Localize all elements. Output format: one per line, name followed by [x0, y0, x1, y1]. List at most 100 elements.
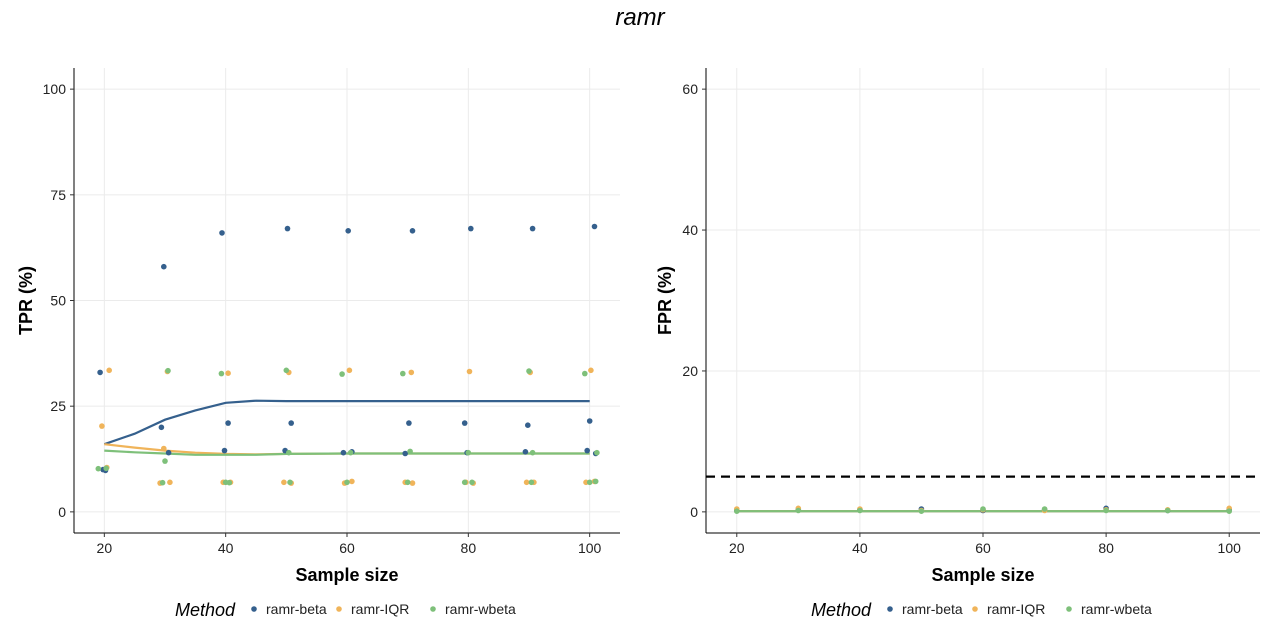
- y-tick-label: 40: [682, 222, 698, 238]
- x-tick-label: 40: [852, 540, 868, 556]
- y-tick-label: 60: [682, 81, 698, 97]
- data-point-ramr-beta: [525, 422, 531, 429]
- data-point-ramr-wbeta: [404, 479, 411, 486]
- data-point-ramr-IQR: [99, 423, 105, 429]
- x-tick-label: 20: [97, 540, 113, 556]
- data-point-ramr-wbeta: [594, 449, 600, 456]
- legend-label: ramr-wbeta: [1081, 601, 1152, 617]
- y-tick-label: 0: [58, 504, 66, 520]
- data-point-ramr-beta: [345, 228, 352, 234]
- data-point-ramr-wbeta: [400, 370, 406, 377]
- trend-line-ramr-beta: [103, 399, 590, 446]
- data-point-ramr-beta: [288, 420, 295, 426]
- data-point-ramr-wbeta: [857, 507, 863, 514]
- data-point-ramr-wbeta: [795, 507, 802, 514]
- data-point-ramr-beta: [340, 449, 347, 456]
- legend-label: ramr-IQR: [351, 601, 409, 617]
- data-point-ramr-wbeta: [469, 479, 475, 486]
- x-tick-label: 100: [578, 540, 602, 556]
- y-tick-label: 0: [690, 504, 698, 520]
- data-point-ramr-IQR: [225, 370, 231, 377]
- data-point-ramr-wbeta: [526, 368, 532, 374]
- data-point-ramr-beta: [522, 449, 529, 455]
- data-point-ramr-wbeta: [165, 367, 171, 374]
- data-point-ramr-beta: [97, 369, 103, 376]
- data-point-ramr-wbeta: [344, 479, 350, 486]
- data-point-ramr-beta: [591, 223, 598, 230]
- data-point-ramr-wbeta: [1103, 507, 1109, 514]
- data-point-ramr-beta: [284, 225, 291, 232]
- data-point-ramr-IQR: [161, 445, 167, 452]
- data-point-ramr-wbeta: [103, 465, 109, 472]
- data-point-ramr-beta: [409, 228, 416, 234]
- data-point-ramr-wbeta: [287, 479, 293, 486]
- data-point-ramr-beta: [406, 420, 412, 426]
- y-tick-label: 20: [682, 363, 698, 379]
- data-point-ramr-wbeta: [734, 508, 740, 514]
- data-point-ramr-beta: [221, 447, 228, 454]
- data-point-ramr-wbeta: [1164, 507, 1171, 514]
- data-point-ramr-wbeta: [592, 478, 599, 485]
- y-axis-title: TPR (%): [16, 266, 36, 335]
- chart-panel-2: 20 40 60 80 100 0 20 40 60 Sample size FPR (%): [655, 68, 1260, 585]
- y-tick-label: 75: [50, 187, 66, 203]
- legend-2: Method ramr-beta ramr-IQR ramr-wbeta: [811, 600, 1152, 620]
- data-point-ramr-IQR: [106, 367, 112, 374]
- legends: Method ramr-beta ramr-IQR ramr-wbeta Method r…: [175, 600, 1152, 620]
- legend-key-ramr-beta: [251, 606, 257, 612]
- data-point-ramr-beta: [584, 447, 590, 454]
- x-tick-label: 80: [1098, 540, 1114, 556]
- data-point-ramr-wbeta: [980, 506, 986, 512]
- legend-key-ramr-wbeta: [1066, 606, 1072, 612]
- data-point-ramr-wbeta: [465, 449, 472, 456]
- data-point-ramr-wbeta: [529, 449, 536, 456]
- data-point-ramr-wbeta: [286, 449, 292, 456]
- y-tick-label: 100: [43, 81, 67, 97]
- y-tick-label: 25: [50, 398, 66, 414]
- data-point-ramr-beta: [165, 449, 172, 456]
- y-axis-title: FPR (%): [655, 266, 675, 335]
- legend-label: ramr-beta: [902, 601, 963, 617]
- data-point-ramr-IQR: [349, 478, 355, 485]
- data-point-ramr-wbeta: [218, 370, 225, 377]
- data-point-ramr-wbeta: [95, 465, 102, 472]
- x-tick-label: 60: [339, 540, 355, 556]
- trend-line-ramr-wbeta: [104, 449, 590, 456]
- x-tick-label: 40: [218, 540, 234, 556]
- data-point-ramr-wbeta: [283, 367, 290, 374]
- data-point-ramr-wbeta: [407, 448, 413, 455]
- data-point-ramr-IQR: [409, 480, 416, 486]
- data-point-ramr-IQR: [167, 479, 173, 486]
- legend-key-ramr-beta: [887, 606, 893, 612]
- data-point-ramr-beta: [161, 263, 167, 270]
- data-point-ramr-beta: [468, 225, 474, 232]
- data-point-ramr-wbeta: [347, 449, 354, 456]
- data-point-ramr-IQR: [408, 369, 415, 376]
- x-axis-title: Sample size: [295, 565, 398, 585]
- data-point-ramr-wbeta: [528, 479, 535, 486]
- legend-1: Method ramr-beta ramr-IQR ramr-wbeta: [175, 600, 516, 620]
- data-point-ramr-IQR: [523, 479, 530, 486]
- data-point-ramr-beta: [461, 420, 468, 426]
- data-point-ramr-beta: [219, 230, 225, 236]
- figure-title: ramr: [615, 4, 665, 31]
- legend-label: ramr-IQR: [987, 601, 1045, 617]
- x-tick-label: 60: [975, 540, 991, 556]
- legend-key-ramr-IQR: [336, 606, 342, 612]
- legend-title: Method: [175, 600, 236, 620]
- legend-key-ramr-IQR: [972, 606, 978, 612]
- data-point-ramr-IQR: [346, 367, 353, 374]
- legend-label: ramr-beta: [266, 601, 327, 617]
- data-point-ramr-beta: [586, 418, 593, 424]
- x-tick-label: 20: [729, 540, 745, 556]
- data-point-ramr-IQR: [281, 479, 287, 486]
- x-axis-title: Sample size: [931, 565, 1034, 585]
- data-point-ramr-wbeta: [586, 479, 593, 486]
- data-point-ramr-IQR: [466, 368, 473, 375]
- data-point-ramr-wbeta: [1041, 506, 1048, 512]
- data-point-ramr-beta: [225, 420, 231, 426]
- data-point-ramr-wbeta: [162, 458, 168, 464]
- legend-label: ramr-wbeta: [445, 601, 516, 617]
